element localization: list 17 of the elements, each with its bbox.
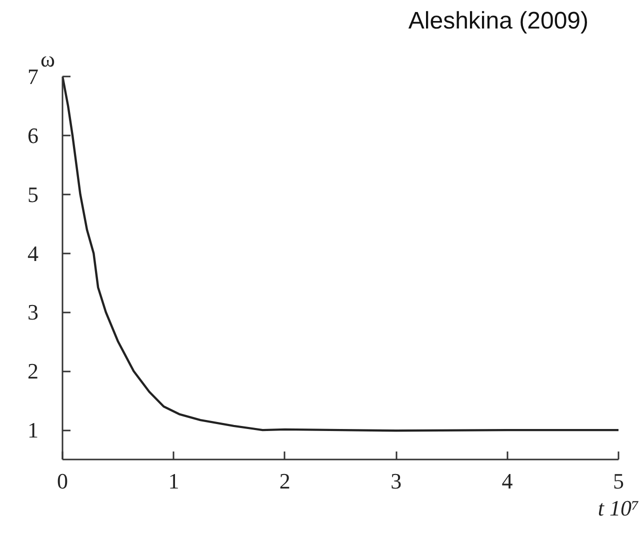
x-tick-label: 5 [613,468,624,494]
x-tick-label: 0 [57,468,68,494]
y-tick-label: 7 [28,64,38,89]
chart-title: Aleshkina (2009) [408,8,589,34]
y-tick-label: 1 [28,418,38,443]
y-axis-title: ω [40,46,55,72]
line-series [62,76,618,432]
y-tick-label: 5 [28,182,38,207]
x-tick-label: 2 [279,468,290,494]
x-tick-label: 1 [168,468,180,494]
y-tick-label: 3 [28,300,38,325]
x-tick-label: 3 [390,468,402,494]
y-tick-label: 4 [28,240,38,266]
y-tick-label: 6 [28,122,38,148]
y-tick-label: 2 [28,358,38,384]
x-axis-title: t 10⁷ [598,496,640,520]
x-tick-label: 4 [502,468,513,494]
